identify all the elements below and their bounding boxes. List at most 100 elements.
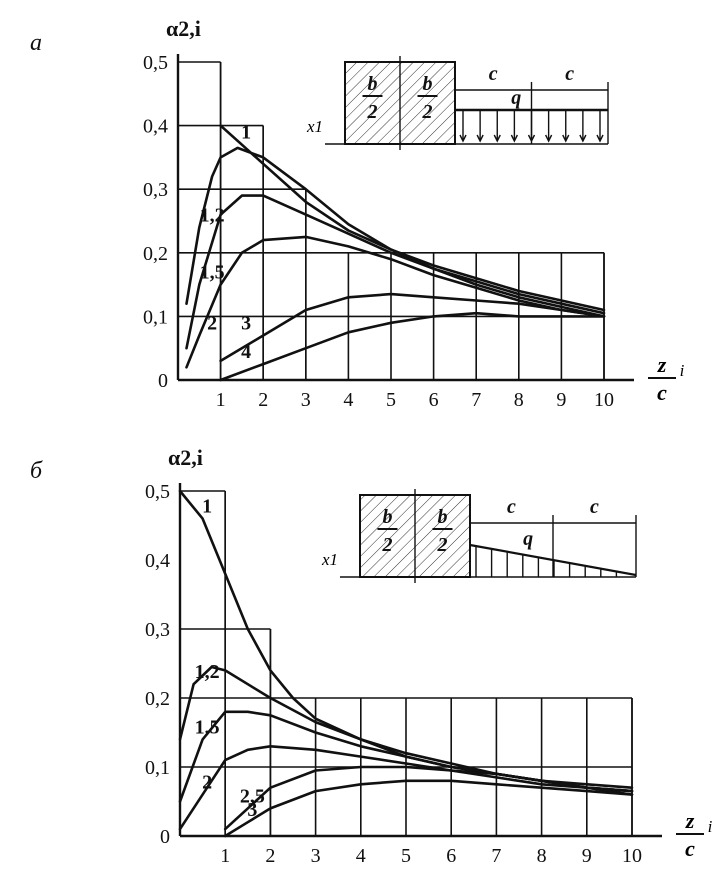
inset-half-den: 2 [382,534,393,556]
x-axis-label-den: c [685,836,695,861]
series-line [219,311,606,382]
series-label: 1 [241,122,251,144]
load-arrowhead [459,134,467,143]
x-tick-label: 2 [265,845,275,867]
load-arrowhead [510,134,519,143]
inset-half-num: b [423,73,433,95]
y-tick-label: 0 [160,826,170,848]
x-axis-label-sub: i [708,817,713,836]
x-axis-label: z ic [648,352,685,405]
x-tick-label: 9 [582,845,592,867]
x-tick-label: 8 [537,845,547,867]
series-group [185,124,606,382]
axes [178,483,662,838]
load-arrowhead [527,134,536,143]
inset-half-den: 2 [367,101,378,123]
series-line [185,235,606,369]
load-arrowhead [493,134,501,143]
x-tick-label: 9 [556,389,566,411]
series-line [219,292,606,363]
x-axis-label-sub: i [680,361,685,380]
y-tick-label: 0,3 [145,619,170,641]
series-line [185,194,606,350]
x-axis-label-num: z [685,808,695,833]
x-tick-label: 2 [258,389,268,411]
series-label: 1,5 [195,716,220,738]
x-tick-label: 3 [301,389,311,411]
y-tick-label: 0,1 [143,306,168,328]
inset-span-label: c [590,496,599,518]
x-tick-label: 1 [216,389,226,411]
y-tick-label: 0,5 [145,481,170,503]
inset-offset-label: x1 [321,550,338,569]
inset-load-label: q [523,528,533,550]
load-line [469,543,637,577]
x-tick-label: 5 [401,845,411,867]
y-tick-label: 0,2 [145,688,170,710]
inset-span-label: c [489,63,498,85]
y-tick-label: 0 [158,370,168,392]
inset-half-den: 2 [437,534,448,556]
y-axis-label: α2,i [168,445,203,470]
x-tick-label: 4 [356,845,366,867]
series-label: 3 [247,799,257,821]
inset-half-num: b [383,506,393,528]
x-tick-label: 7 [471,389,481,411]
y-tick-label: 0,4 [145,550,170,572]
series-label: 1,5 [200,262,225,284]
inset-span-label: c [507,496,516,518]
series-line [178,745,634,831]
series-line [223,779,634,838]
series-label: 3 [241,312,251,334]
series-label: 1 [202,496,212,518]
x-axis-label-num: z [657,352,667,377]
series-label: 2 [207,312,217,334]
y-tick-label: 0,2 [143,243,168,265]
load-arrowhead [476,134,484,143]
series-label: 2 [202,772,212,794]
y-tick-label: 0,1 [145,757,170,779]
load-arrowhead [579,134,587,143]
x-tick-label: 10 [622,845,642,867]
y-tick-label: 0,4 [143,116,168,138]
x-tick-label: 5 [386,389,396,411]
series-label: 1,2 [195,661,220,683]
x-axis-label-den: c [657,380,667,405]
inset-load-label: q [511,87,521,109]
series-line [219,124,606,312]
series-label: 2,5 [240,785,265,807]
x-tick-label: 7 [491,845,501,867]
x-tick-label: 3 [311,845,321,867]
load-arrowhead [562,134,570,143]
series-label: 1,2 [200,204,225,226]
inset-half-den: 2 [422,101,433,123]
series-label: 4 [241,341,251,363]
inset-half-num: b [438,506,448,528]
x-tick-label: 4 [343,389,353,411]
y-tick-label: 0,5 [143,52,168,74]
panel-label: а [30,30,42,56]
inset-offset-label: x1 [306,117,323,136]
load-arrowhead [544,134,553,143]
x-tick-label: 1 [220,845,230,867]
series-group [178,489,634,838]
load-diagram [455,108,608,143]
panel-label: б [30,458,43,484]
y-axis-label: α2,i [166,16,201,41]
x-axis-label: z ic [676,808,713,861]
series-line [185,146,606,315]
y-tick-label: 0,3 [143,179,168,201]
inset-half-num: b [368,73,378,95]
series-line [223,765,634,831]
x-tick-label: 10 [594,389,614,411]
x-tick-label: 6 [446,845,456,867]
load-diagram [469,543,637,577]
load-arrowhead [596,134,604,143]
axes [176,54,634,382]
x-tick-label: 6 [429,389,439,411]
inset-span-label: c [565,63,574,85]
